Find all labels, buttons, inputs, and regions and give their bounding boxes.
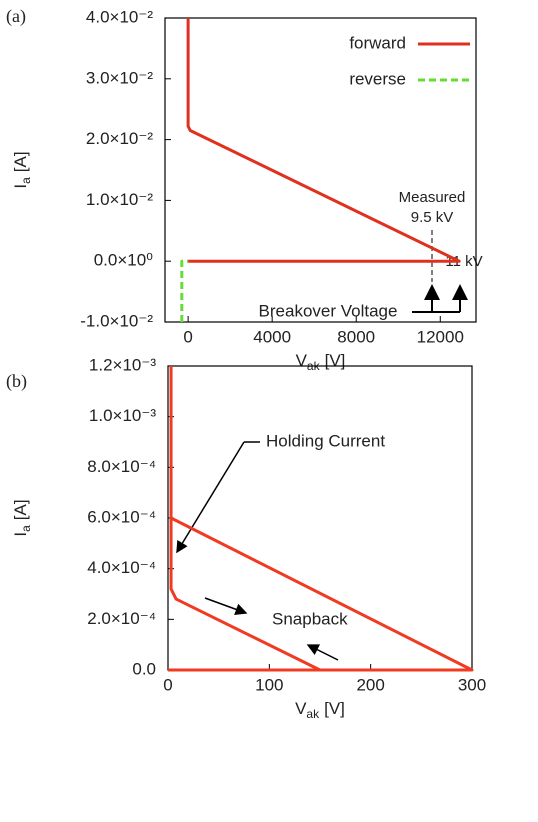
label-sub: ak — [306, 707, 320, 721]
x-tick-label: 300 — [458, 675, 486, 694]
legend-label: reverse — [349, 69, 406, 88]
plot-frame — [164, 17, 477, 323]
y-tick-label: 4.0×10⁻⁴ — [87, 558, 156, 577]
arrow — [176, 441, 245, 554]
x-axis-label: Vak [V] — [296, 351, 346, 373]
label-sub: a — [19, 525, 33, 532]
panel-label: (b) — [6, 371, 27, 392]
y-tick-label: 0.0 — [132, 659, 156, 678]
y-tick-label: 3.0×10⁻² — [86, 68, 153, 87]
x-tick-label: 0 — [183, 327, 192, 346]
x-tick-label: 4000 — [253, 327, 291, 346]
y-tick-label: 1.2×10⁻³ — [89, 355, 156, 374]
arrow — [204, 597, 248, 616]
annotation: Holding Current — [266, 431, 385, 450]
y-tick-label: 1.0×10⁻² — [86, 190, 153, 209]
x-axis-label: Vak [V] — [295, 699, 345, 721]
series-line — [180, 259, 189, 322]
label-main: V — [296, 351, 308, 370]
label-sub: a — [19, 177, 33, 184]
label-unit: [A] — [11, 499, 30, 520]
y-tick-label: 0.0×10⁰ — [94, 251, 153, 270]
label-main: I — [11, 532, 30, 537]
y-tick-label: 6.0×10⁻⁴ — [87, 507, 156, 526]
legend-label: forward — [349, 33, 406, 52]
annotation: 11 kV — [445, 253, 482, 270]
annotation: Snapback — [272, 609, 348, 628]
label-unit: [V] — [324, 699, 345, 718]
annotation: Measured — [399, 189, 466, 206]
series-line — [168, 366, 474, 672]
y-tick-label: 8.0×10⁻⁴ — [87, 457, 156, 476]
x-tick-label: 12000 — [417, 327, 464, 346]
annotation: 9.5 kV — [411, 209, 454, 226]
y-tick-label: 4.0×10⁻² — [86, 7, 153, 26]
y-tick-label: 2.0×10⁻² — [86, 129, 153, 148]
label-main: V — [295, 699, 307, 718]
x-tick-label: 8000 — [337, 327, 375, 346]
x-tick-label: 0 — [163, 675, 172, 694]
y-tick-label: -1.0×10⁻² — [80, 311, 153, 330]
bracket — [412, 288, 461, 313]
label-unit: [A] — [11, 151, 30, 172]
y-tick-label: 1.0×10⁻³ — [89, 406, 156, 425]
y-tick-label: 2.0×10⁻⁴ — [87, 609, 156, 628]
series-line — [186, 18, 461, 263]
y-axis-label: Ia [A] — [11, 499, 33, 536]
label-main: I — [11, 184, 30, 189]
annotation: Breakover Voltage — [259, 301, 398, 320]
panel-label: (a) — [6, 6, 26, 27]
x-tick-label: 200 — [356, 675, 384, 694]
label-unit: [V] — [325, 351, 346, 370]
y-axis-label: Ia [A] — [11, 151, 33, 188]
arrow — [306, 644, 339, 661]
x-tick-label: 100 — [255, 675, 283, 694]
